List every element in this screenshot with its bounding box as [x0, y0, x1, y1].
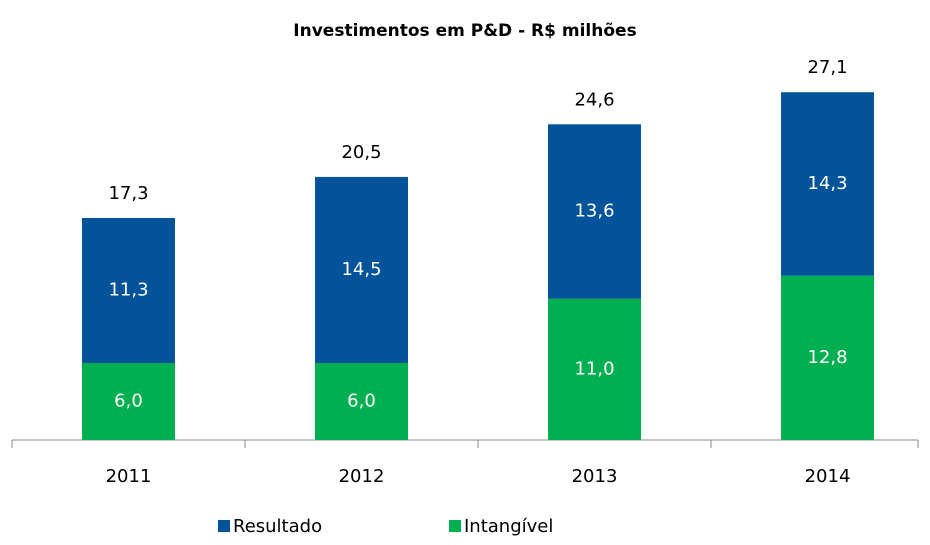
chart-title: Investimentos em P&D - R$ milhões [293, 21, 636, 41]
bar-label: 12,8 [807, 347, 847, 368]
legend-label: Intangível [464, 516, 553, 537]
bar-label: 13,6 [574, 201, 614, 222]
bar-label: 6,0 [347, 391, 376, 412]
bar-segment [548, 124, 641, 299]
total-label: 24,6 [574, 89, 614, 110]
total-label: 27,1 [807, 57, 847, 78]
bar-label: 11,3 [108, 279, 148, 300]
bar-segment [548, 298, 641, 440]
bar-label: 14,3 [807, 173, 847, 194]
total-label: 17,3 [108, 183, 148, 204]
bar-segment [315, 176, 408, 363]
bar-segment [781, 92, 874, 276]
legend-swatch [218, 520, 230, 532]
total-label: 20,5 [341, 142, 381, 163]
x-tick-label: 2011 [106, 466, 152, 487]
bar-segment [82, 217, 175, 363]
x-tick-label: 2013 [572, 466, 618, 487]
legend-swatch [449, 520, 461, 532]
x-tick-label: 2014 [805, 466, 851, 487]
legend-label: Resultado [233, 516, 322, 537]
bar-label: 6,0 [114, 391, 143, 412]
bar-segment [315, 363, 408, 440]
bar-segment [781, 275, 874, 440]
x-tick-label: 2012 [339, 466, 385, 487]
bar-segment [82, 363, 175, 440]
bar-label: 14,5 [341, 259, 381, 280]
bar-label: 11,0 [574, 358, 614, 379]
